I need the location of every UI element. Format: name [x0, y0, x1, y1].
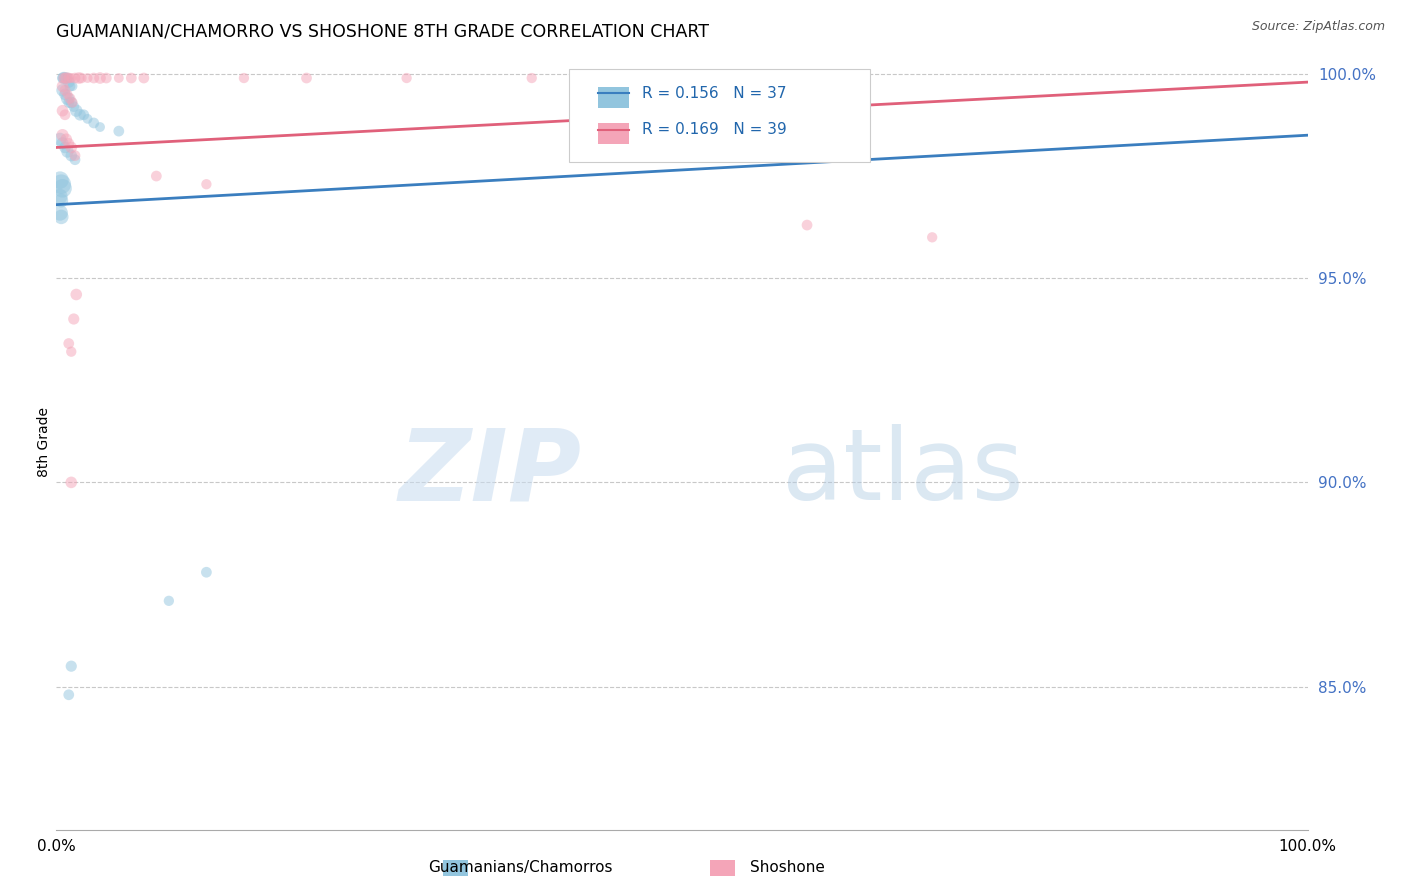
Point	[49, 132, 72, 146]
Point	[132, 70, 155, 85]
Point	[53, 83, 76, 97]
Point	[60, 140, 83, 154]
Point	[52, 70, 75, 85]
Point	[60, 95, 83, 110]
Point	[108, 70, 131, 85]
Point	[89, 70, 111, 85]
Bar	[598, 87, 630, 108]
Point	[67, 70, 90, 85]
Y-axis label: 8th Grade: 8th Grade	[37, 407, 51, 476]
Point	[195, 566, 218, 580]
FancyBboxPatch shape	[569, 69, 869, 162]
Point	[56, 87, 79, 102]
Point	[69, 108, 91, 122]
Point	[62, 312, 84, 326]
Text: Shoshone: Shoshone	[749, 860, 825, 874]
Point	[49, 189, 72, 203]
Point	[60, 344, 83, 359]
Point	[56, 145, 79, 159]
Point	[195, 178, 218, 192]
Point	[51, 194, 73, 208]
Text: GUAMANIAN/CHAMORRO VS SHOSHONE 8TH GRADE CORRELATION CHART: GUAMANIAN/CHAMORRO VS SHOSHONE 8TH GRADE…	[56, 23, 709, 41]
Point	[108, 124, 131, 138]
Point	[49, 173, 72, 187]
Point	[233, 70, 256, 85]
Point	[55, 132, 77, 146]
Point	[51, 136, 73, 151]
Text: R = 0.156   N = 37: R = 0.156 N = 37	[643, 86, 786, 101]
Point	[62, 79, 84, 94]
Point	[62, 100, 84, 114]
Point	[73, 108, 96, 122]
Point	[52, 70, 75, 85]
Text: ZIP: ZIP	[399, 424, 582, 521]
Point	[58, 688, 80, 702]
Point	[921, 230, 943, 244]
Point	[53, 87, 76, 102]
Point	[56, 70, 79, 85]
Point	[120, 70, 142, 85]
Point	[53, 108, 76, 122]
Point	[60, 148, 83, 162]
Bar	[598, 123, 630, 145]
Point	[60, 70, 83, 85]
Point	[49, 206, 72, 220]
Point	[51, 83, 73, 97]
Point	[59, 91, 82, 105]
Point	[63, 70, 86, 85]
Point	[51, 103, 73, 118]
Point	[51, 178, 73, 192]
Point	[76, 112, 98, 126]
Point	[145, 169, 167, 183]
Point	[83, 70, 105, 85]
Point	[295, 70, 318, 85]
Point	[51, 210, 73, 224]
Point	[60, 659, 83, 673]
Point	[58, 75, 80, 89]
Point	[53, 70, 76, 85]
Point	[796, 218, 818, 232]
Point	[55, 70, 77, 85]
Point	[62, 95, 84, 110]
Point	[51, 70, 73, 85]
Point	[53, 140, 76, 154]
Point	[96, 70, 118, 85]
Text: atlas: atlas	[782, 424, 1024, 521]
Point	[60, 475, 83, 490]
Point	[89, 120, 111, 134]
Point	[520, 70, 543, 85]
Point	[83, 116, 105, 130]
Point	[51, 181, 73, 195]
Point	[58, 95, 80, 110]
Text: Guamanians/Chamorros: Guamanians/Chamorros	[427, 860, 613, 874]
Point	[58, 336, 80, 351]
Point	[65, 287, 87, 301]
Point	[58, 136, 80, 151]
Point	[157, 594, 180, 608]
Point	[65, 103, 87, 118]
Point	[63, 148, 86, 162]
Text: R = 0.169   N = 39: R = 0.169 N = 39	[643, 122, 786, 137]
Point	[59, 79, 82, 94]
Point	[63, 153, 86, 167]
Point	[56, 91, 79, 105]
Text: Source: ZipAtlas.com: Source: ZipAtlas.com	[1251, 20, 1385, 33]
Point	[51, 128, 73, 143]
Point	[76, 70, 98, 85]
Point	[70, 70, 93, 85]
Point	[58, 70, 80, 85]
Point	[51, 79, 73, 94]
Point	[395, 70, 418, 85]
